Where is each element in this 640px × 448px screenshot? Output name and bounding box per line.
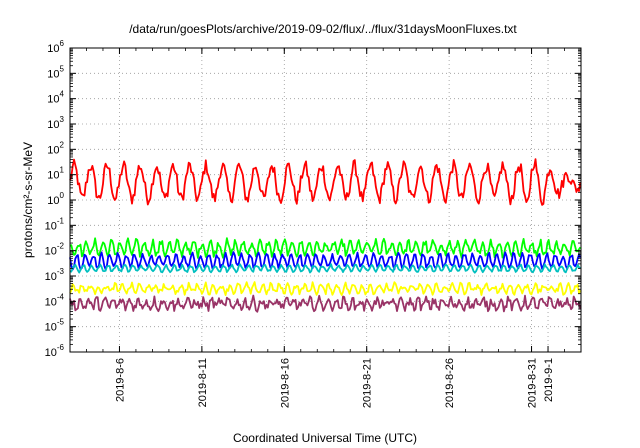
y-tick-label: 102 xyxy=(47,140,64,156)
y-tick-label: 10-6 xyxy=(45,343,65,359)
series-line xyxy=(69,237,582,259)
series-line xyxy=(69,281,582,297)
x-tick-label: 2019-8-16 xyxy=(279,358,291,408)
x-tick-label: 2019-9-1 xyxy=(543,358,555,402)
x-axis: 2019-8-6 2019-8-11 2019-8-16 2019-8-21 2019-… xyxy=(86,48,565,408)
y-tick-label: 104 xyxy=(47,90,64,106)
y-tick-label: 10-5 xyxy=(45,318,65,334)
y-tick-base: 10 xyxy=(47,144,59,156)
x-tick-label: 2019-8-26 xyxy=(444,358,456,408)
y-tick-base: 10 xyxy=(47,68,59,80)
y-tick-label: 10-2 xyxy=(45,242,65,258)
grid xyxy=(70,48,581,352)
x-axis-title: Coordinated Universal Time (UTC) xyxy=(233,431,417,445)
y-tick-exponent: -5 xyxy=(57,318,65,327)
y-tick-base: 10 xyxy=(45,296,57,308)
y-tick-exponent: -6 xyxy=(57,343,65,352)
y-tick-base: 10 xyxy=(45,347,57,359)
x-tick-label: 2019-8-31 xyxy=(527,358,539,408)
y-tick-base: 10 xyxy=(47,195,59,207)
y-tick-base: 10 xyxy=(47,43,59,55)
y-tick-label: 106 xyxy=(47,39,64,55)
y-tick-label: 10-3 xyxy=(45,267,65,283)
x-tick-label: 2019-8-21 xyxy=(362,358,374,408)
y-tick-base: 10 xyxy=(47,170,59,182)
y-tick-label: 103 xyxy=(47,115,64,131)
y-tick-exponent: -3 xyxy=(57,267,65,276)
y-tick-exponent: 6 xyxy=(60,39,65,48)
y-tick-base: 10 xyxy=(45,246,57,258)
y-tick-exponent: -2 xyxy=(57,242,65,251)
y-tick-label: 105 xyxy=(47,64,64,80)
chart-title: /data/run/goesPlots/archive/2019-09-02/f… xyxy=(129,22,517,36)
y-tick-base: 10 xyxy=(47,119,59,131)
y-tick-exponent: 2 xyxy=(60,140,65,149)
y-tick-label: 10-1 xyxy=(45,216,65,232)
y-tick-base: 10 xyxy=(45,220,57,232)
y-tick-base: 10 xyxy=(45,271,57,283)
series-line xyxy=(69,251,582,271)
y-tick-exponent: -4 xyxy=(57,292,65,301)
y-tick-exponent: 4 xyxy=(60,90,65,99)
y-tick-base: 10 xyxy=(45,322,57,334)
y-tick-exponent: 5 xyxy=(60,64,65,73)
y-axis: 10-610-510-410-310-210-11001011021031041… xyxy=(45,39,581,359)
series-line xyxy=(69,158,582,206)
plot-lines xyxy=(69,158,582,313)
x-tick-label: 2019-8-6 xyxy=(114,358,126,402)
y-tick-label: 101 xyxy=(47,166,64,182)
y-tick-exponent: 1 xyxy=(60,166,65,175)
series-line xyxy=(69,263,581,274)
x-tick-label: 2019-8-11 xyxy=(197,358,209,407)
y-tick-label: 10-4 xyxy=(45,292,65,308)
y-tick-exponent: 0 xyxy=(60,191,65,200)
y-tick-base: 10 xyxy=(47,94,59,106)
series-line xyxy=(69,294,582,313)
y-tick-label: 100 xyxy=(47,191,64,207)
y-axis-title: protons/cm²-s-sr-MeV xyxy=(21,142,35,258)
y-tick-exponent: 3 xyxy=(60,115,65,124)
y-tick-exponent: -1 xyxy=(57,216,65,225)
